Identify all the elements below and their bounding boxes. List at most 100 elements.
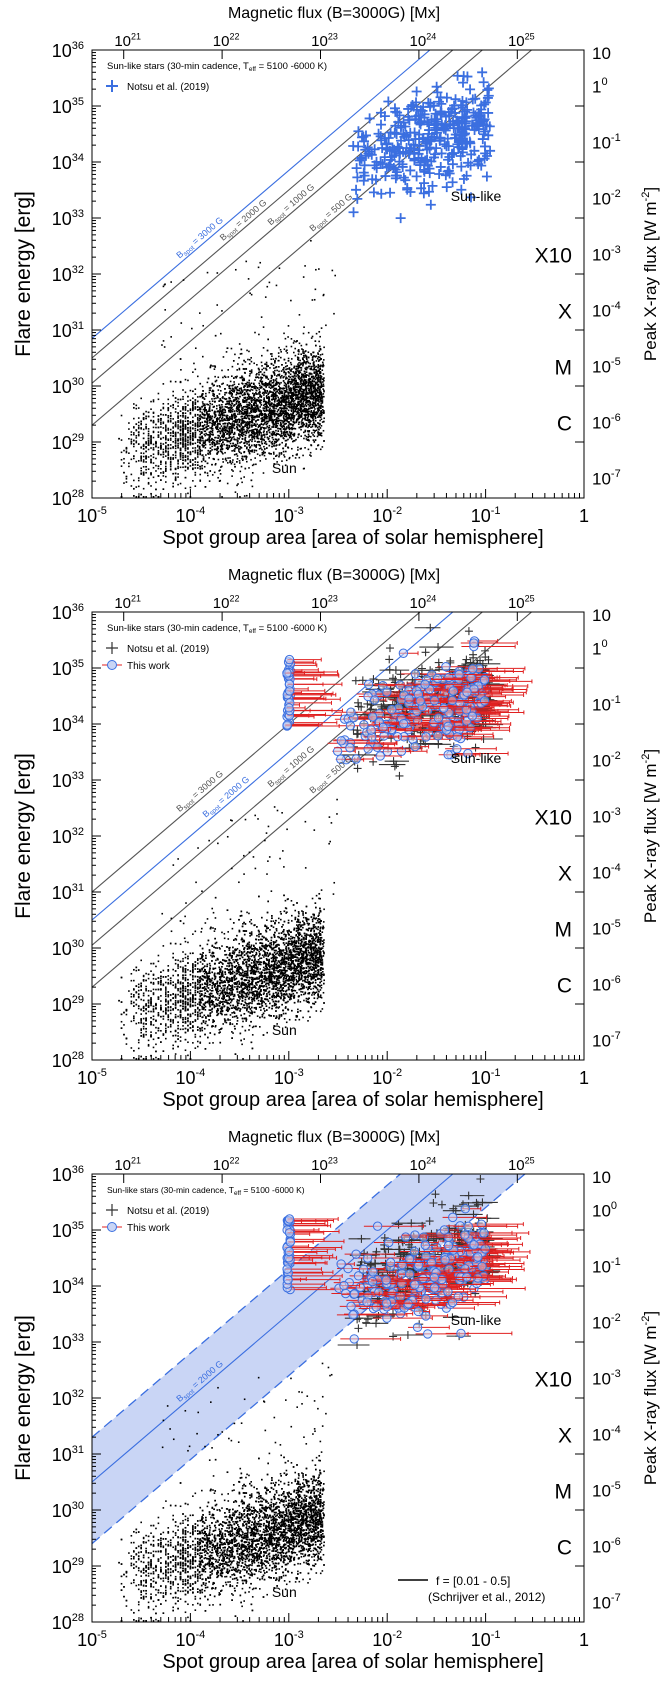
sun-flare-point bbox=[213, 411, 216, 414]
sun-flare-point bbox=[317, 380, 320, 383]
sun-flare-point bbox=[264, 400, 266, 403]
sun-flare-point bbox=[312, 411, 314, 414]
sun-flare-point bbox=[273, 384, 276, 387]
sun-flare-point bbox=[240, 447, 243, 449]
sun-flare-point bbox=[314, 413, 317, 416]
sun-flare-point bbox=[157, 398, 160, 401]
sun-flare-point bbox=[231, 402, 234, 405]
sun-flare-point bbox=[319, 405, 321, 407]
sun-flare-point bbox=[249, 434, 252, 436]
sun-flare-point bbox=[206, 425, 208, 428]
sun-flare-point bbox=[196, 467, 199, 469]
sun-flare-point bbox=[276, 425, 279, 427]
sun-flare-point bbox=[196, 444, 199, 447]
sun-flare-point bbox=[323, 417, 325, 420]
sun-flare-point bbox=[251, 399, 254, 401]
sun-flare-point bbox=[194, 471, 197, 474]
sun-flare-point bbox=[251, 440, 253, 443]
sun-flare-point bbox=[225, 439, 228, 442]
sun-flare-point bbox=[167, 419, 170, 422]
sun-flare-point bbox=[165, 435, 167, 437]
sun-flare-point bbox=[262, 450, 265, 453]
sun-flare-point bbox=[320, 411, 323, 414]
sun-flare-point bbox=[284, 428, 287, 431]
sun-flare-point bbox=[182, 416, 184, 418]
sun-flare-point bbox=[201, 428, 203, 430]
sun-flare-point bbox=[257, 367, 260, 370]
sun-flare-point bbox=[162, 403, 165, 405]
sun-flare-point bbox=[230, 404, 233, 407]
sun-flare-point bbox=[240, 465, 243, 468]
sun-flare-point bbox=[196, 419, 199, 421]
sun-flare-point bbox=[266, 425, 269, 428]
sun-flare-point bbox=[248, 418, 251, 421]
sun-flare-point bbox=[302, 454, 304, 457]
sun-flare-point bbox=[147, 481, 150, 484]
sun-flare-point bbox=[228, 397, 231, 400]
sun-flare-point bbox=[243, 368, 246, 370]
sun-flare-point bbox=[179, 447, 182, 450]
sun-flare-point bbox=[294, 380, 297, 382]
sun-flare-point bbox=[245, 430, 248, 433]
sun-flare-point bbox=[223, 432, 225, 435]
sun-flare-point bbox=[157, 419, 160, 421]
sun-flare-point bbox=[315, 373, 317, 376]
sun-flare-point bbox=[259, 428, 261, 431]
sun-flare-point bbox=[260, 428, 262, 431]
sun-flare-point bbox=[236, 389, 239, 392]
sun-flare-point bbox=[312, 363, 315, 365]
sun-flare-point bbox=[316, 357, 319, 360]
sun-flare-point bbox=[261, 386, 263, 389]
sun-flare-point bbox=[297, 383, 300, 386]
sun-flare-point bbox=[165, 470, 167, 472]
sun-flare-point bbox=[297, 423, 300, 426]
sun-flare-point bbox=[276, 433, 278, 435]
sun-flare-point bbox=[235, 421, 238, 424]
sun-flare-point bbox=[165, 467, 167, 470]
sun-flare-point bbox=[232, 442, 234, 445]
sun-flare-point bbox=[150, 438, 152, 440]
sun-flare-point bbox=[196, 451, 199, 454]
sun-flare-point bbox=[165, 438, 167, 441]
sun-flare-point bbox=[226, 462, 229, 464]
sun-flare-point bbox=[217, 437, 219, 439]
sun-flare-point bbox=[177, 421, 179, 424]
sun-flare-point bbox=[162, 453, 165, 456]
sun-flare-point bbox=[221, 416, 224, 419]
sun-flare-point bbox=[315, 360, 318, 362]
sun-flare-point bbox=[239, 395, 241, 398]
sun-flare-point bbox=[260, 378, 263, 380]
sun-flare-point bbox=[253, 383, 255, 385]
sun-flare-point bbox=[293, 365, 296, 368]
sun-flare-point bbox=[317, 386, 319, 389]
sun-flare-point bbox=[261, 442, 263, 445]
sun-flare-point bbox=[255, 435, 258, 438]
sun-flare-point bbox=[318, 409, 321, 411]
sun-flare-point bbox=[299, 448, 302, 450]
sun-flare-point bbox=[187, 404, 189, 406]
sun-flare-point bbox=[243, 359, 245, 362]
sun-flare-point bbox=[253, 407, 255, 410]
sun-flare-point bbox=[297, 408, 300, 410]
sun-flare-point bbox=[210, 430, 213, 433]
sun-flare-point bbox=[145, 410, 147, 413]
sun-flare-point bbox=[211, 442, 213, 444]
sun-flare-point bbox=[260, 414, 262, 416]
sun-flare-point bbox=[140, 460, 142, 462]
sun-flare-point bbox=[255, 419, 257, 422]
sun-flare-point bbox=[283, 389, 286, 392]
sun-flare-point bbox=[293, 417, 295, 419]
sun-flare-point bbox=[222, 432, 225, 434]
sun-flare-point bbox=[242, 428, 245, 431]
sun-flare-point bbox=[280, 430, 283, 432]
sun-flare-point bbox=[280, 453, 283, 455]
sun-flare-point bbox=[280, 351, 282, 353]
sun-flare-point bbox=[218, 435, 220, 437]
sun-flare-point bbox=[254, 379, 256, 381]
sun-flare-point bbox=[271, 426, 273, 428]
sun-flare-point bbox=[250, 401, 253, 403]
sun-flare-point bbox=[311, 358, 314, 361]
sun-flare-point bbox=[251, 417, 254, 420]
sun-flare-point bbox=[300, 385, 303, 387]
sun-flare-point bbox=[135, 423, 138, 426]
